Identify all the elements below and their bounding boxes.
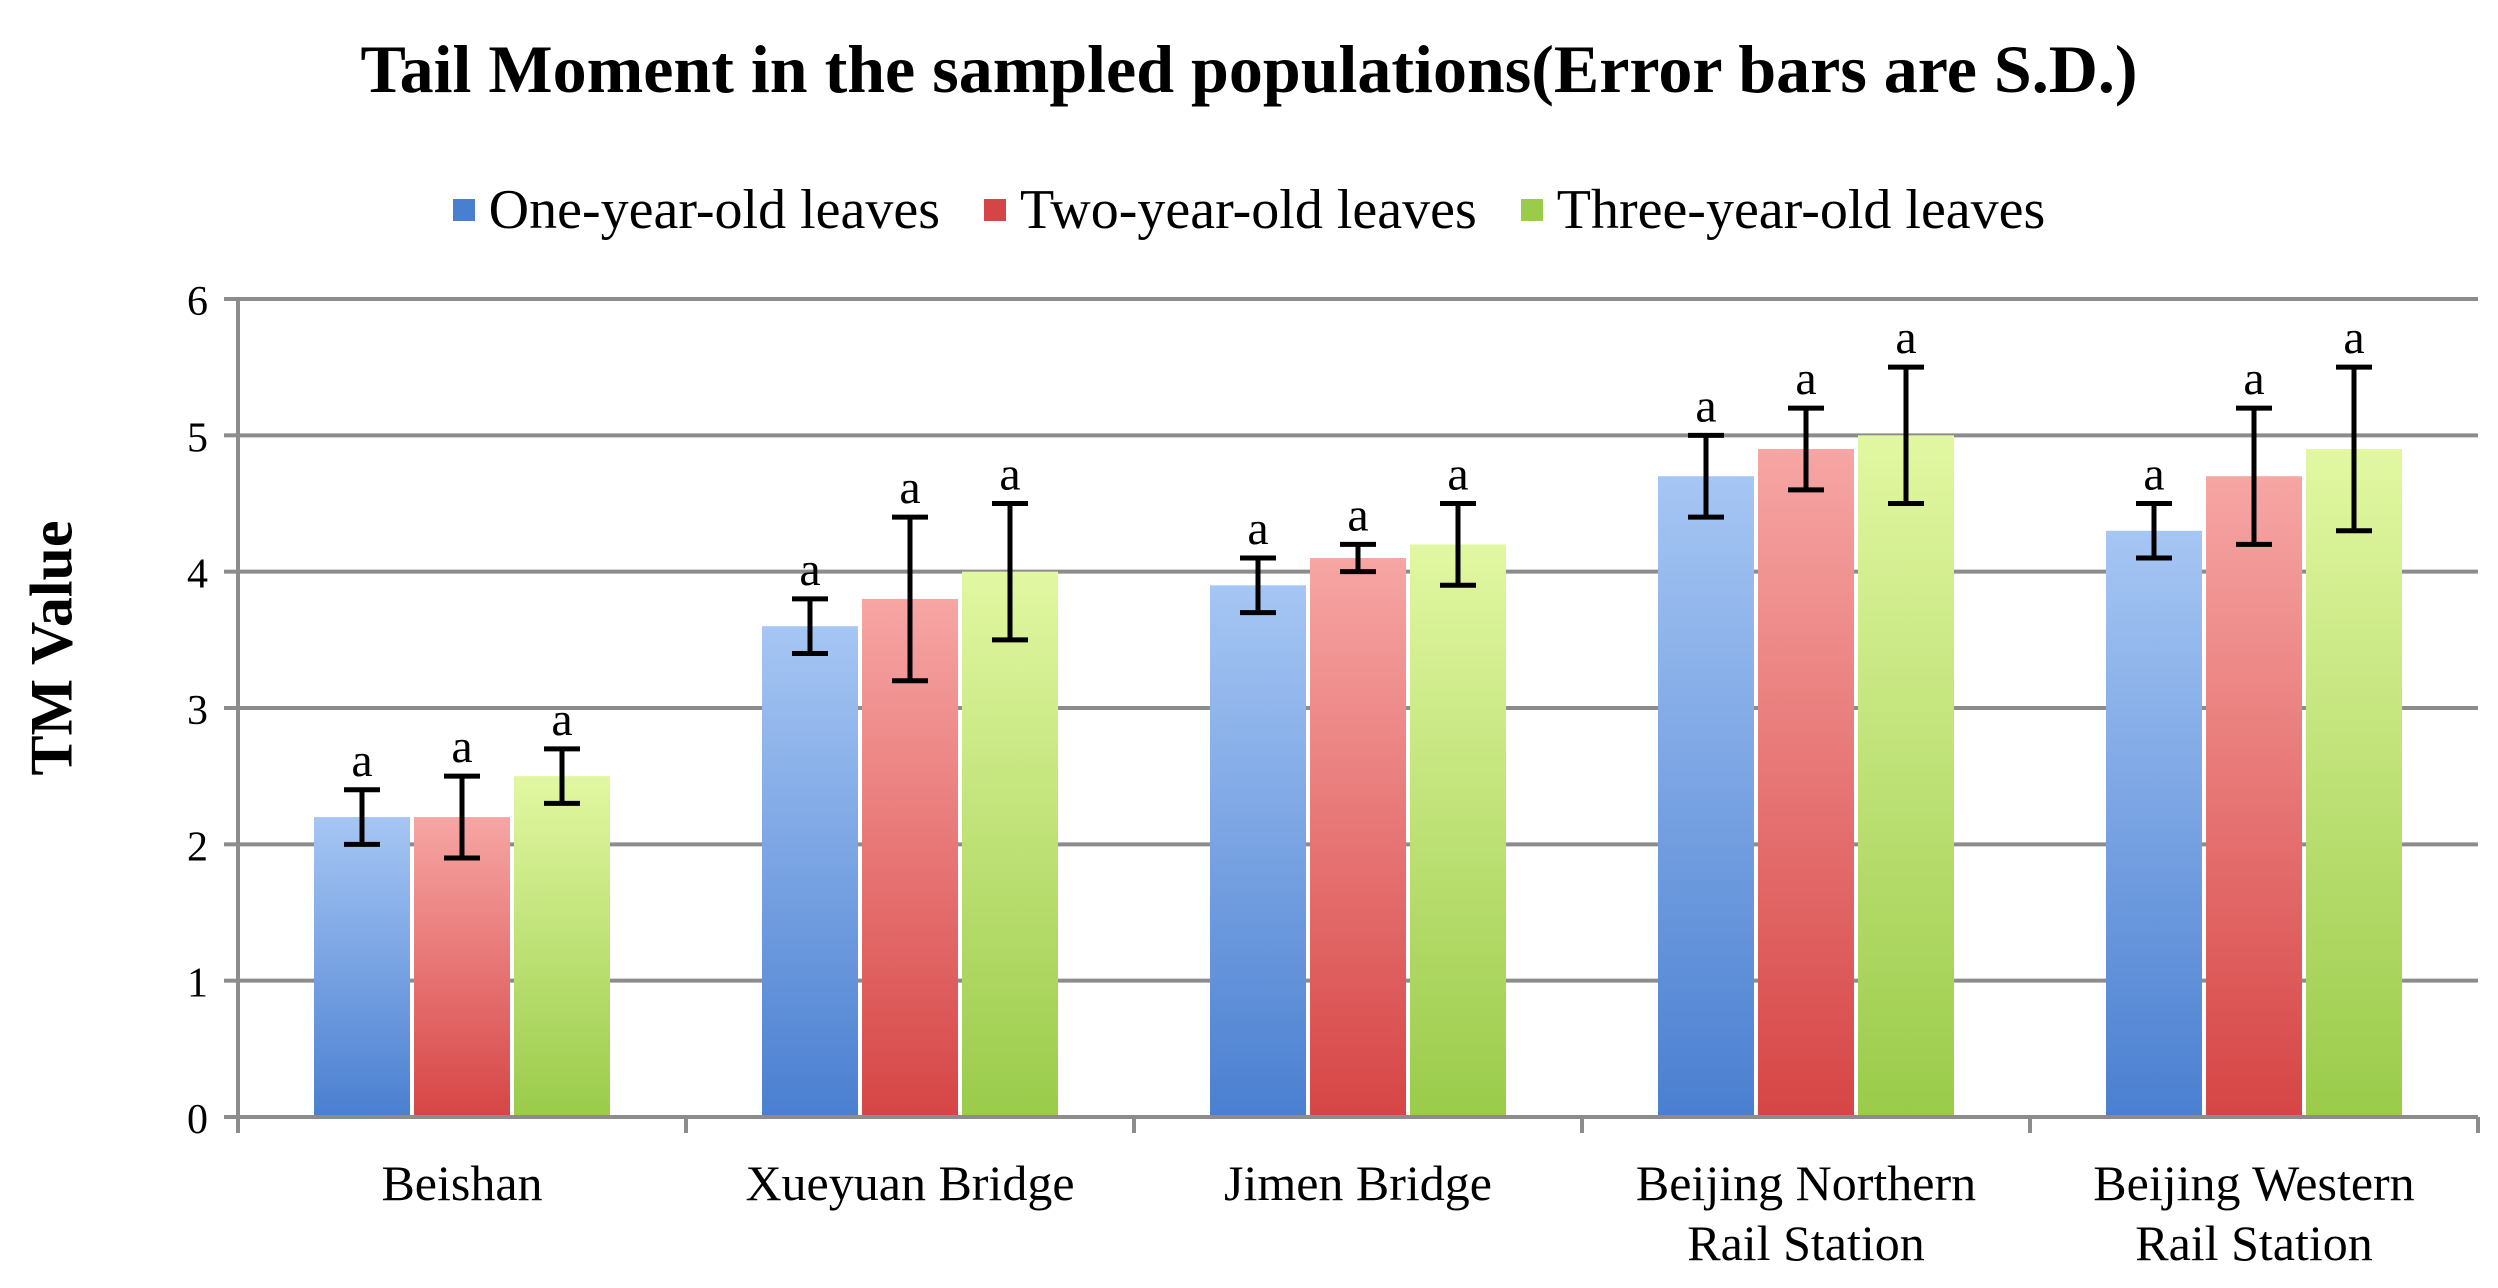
bar — [2306, 448, 2402, 1117]
y-tick-label: 4 — [187, 552, 208, 598]
bar — [762, 626, 858, 1117]
data-label: a — [2143, 448, 2164, 501]
data-label: a — [1347, 488, 1368, 541]
data-label: a — [999, 448, 1020, 501]
axes: 0 1 2 3 4 5 6 Beishan Xueyuan Bridge Jimen Bridge… — [187, 279, 2480, 1271]
x-tick-label: Beijing Northern Rail Station — [1636, 1155, 1976, 1271]
bar — [1658, 476, 1754, 1117]
data-label: a — [2343, 311, 2364, 364]
x-tick-label-line: Xueyuan Bridge — [745, 1155, 1074, 1211]
legend-label-one-year: One-year-old leaves — [488, 179, 940, 241]
error-bars: a a a a a a a a a a a a a a a — [344, 311, 2372, 861]
data-label: a — [1447, 448, 1468, 501]
legend-swatch-two-year — [983, 199, 1006, 221]
x-tick-label-line: Beishan — [381, 1155, 542, 1211]
data-label: a — [551, 693, 572, 746]
chart-title: Tail Moment in the sampled populations(E… — [360, 31, 2138, 107]
y-tick-label: 6 — [187, 279, 208, 325]
x-tick-label: Beishan — [381, 1155, 542, 1211]
x-tick-label-line: Rail Station — [2135, 1215, 2373, 1271]
bar — [514, 776, 610, 1117]
y-tick-label: 5 — [187, 415, 208, 461]
legend-label-two-year: Two-year-old leaves — [1019, 179, 1477, 241]
bar — [2106, 530, 2202, 1117]
y-tick-label: 3 — [187, 688, 208, 734]
bar — [1310, 558, 1406, 1117]
x-tick-label-line: Beijing Western — [2093, 1155, 2414, 1211]
legend-item-one-year: One-year-old leaves — [452, 178, 940, 242]
y-tick-label: 2 — [187, 824, 208, 870]
data-label: a — [351, 734, 372, 787]
data-label: a — [799, 543, 820, 596]
bar — [1410, 544, 1506, 1117]
x-tick-label-line: Rail Station — [1687, 1215, 1925, 1271]
bar — [962, 571, 1058, 1117]
bars — [314, 435, 2402, 1117]
legend-swatch-one-year — [452, 199, 475, 221]
y-tick-label: 0 — [187, 1097, 208, 1143]
bar — [1210, 585, 1306, 1117]
bar — [2206, 476, 2302, 1117]
data-label: a — [1695, 379, 1716, 432]
x-tick-label-line: Beijing Northern — [1636, 1155, 1976, 1211]
legend-item-two-year: Two-year-old leaves — [983, 178, 1477, 242]
x-tick-label: Xueyuan Bridge — [745, 1155, 1074, 1211]
bar — [1758, 448, 1854, 1117]
data-label: a — [1795, 352, 1816, 405]
data-label: a — [1247, 502, 1268, 555]
x-tick-label-line: Jimen Bridge — [1224, 1155, 1492, 1211]
data-label: a — [2243, 352, 2264, 405]
data-label: a — [451, 720, 472, 773]
legend-label-three-year: Three-year-old leaves — [1556, 179, 2046, 241]
data-label: a — [899, 461, 920, 514]
bar — [1858, 435, 1954, 1117]
x-tick-label: Jimen Bridge — [1224, 1155, 1492, 1211]
y-tick-label: 1 — [187, 961, 208, 1007]
legend: One-year-old leaves Two-year-old leaves … — [0, 178, 2498, 242]
legend-item-three-year: Three-year-old leaves — [1520, 178, 2046, 242]
legend-swatch-three-year — [1520, 199, 1543, 221]
bar — [414, 817, 510, 1117]
bar — [314, 817, 410, 1117]
x-tick-label: Beijing Western Rail Station — [2093, 1155, 2414, 1271]
bar — [862, 598, 958, 1117]
data-label: a — [1895, 311, 1916, 364]
